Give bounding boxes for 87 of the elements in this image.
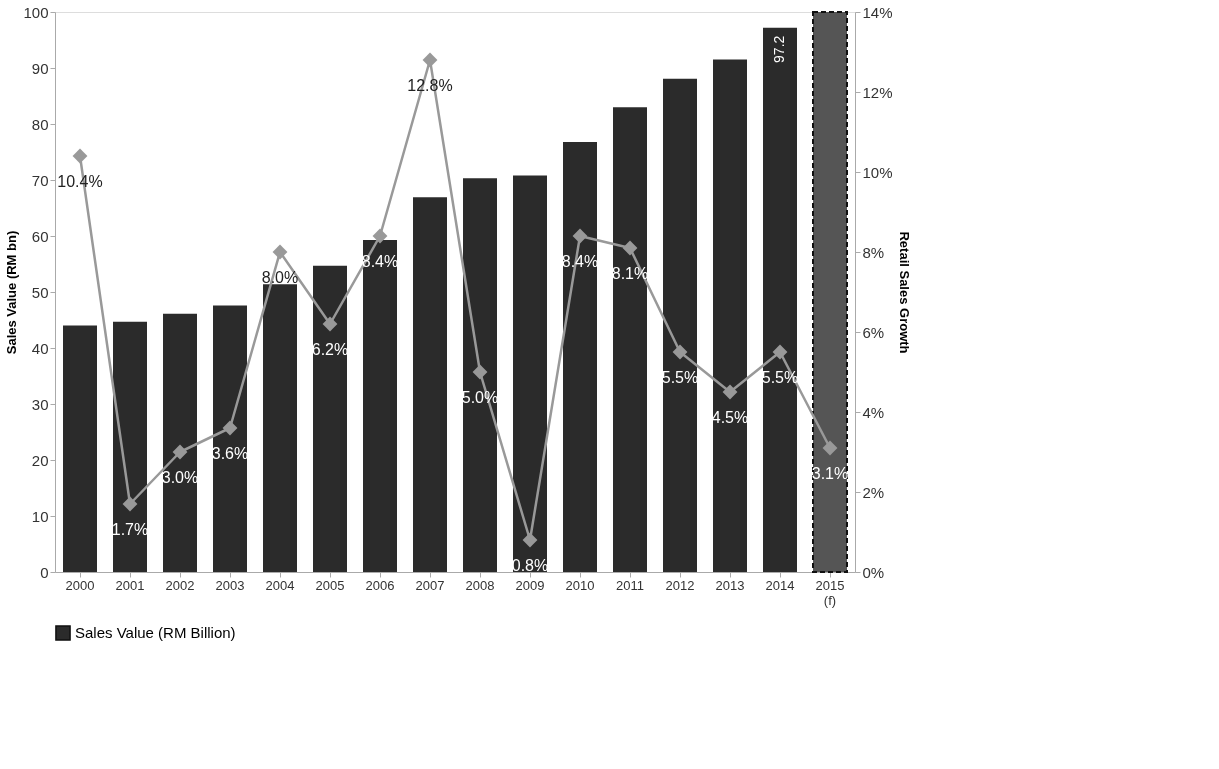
bar: [213, 305, 247, 572]
y2-tick-label: 2%: [862, 483, 885, 501]
bar: [513, 175, 547, 572]
y-tick-label: 40: [31, 339, 49, 357]
bar: [463, 178, 497, 572]
point: [72, 148, 88, 164]
x-tick-label: 2006: [365, 577, 395, 593]
x-tick-label: 2013: [715, 577, 745, 593]
data-label: 4.5%: [711, 409, 749, 426]
bar: [663, 78, 697, 572]
data-label: 8.4%: [361, 253, 399, 270]
x-tick-label: 2004: [265, 577, 295, 593]
bar: [113, 321, 147, 572]
point: [122, 496, 138, 512]
x-tick-label: 2010: [565, 577, 595, 593]
data-label: 1.7%: [111, 521, 149, 538]
bar: [263, 284, 297, 572]
data-label: 97.2: [771, 35, 787, 63]
data-label: 0.8%: [511, 557, 549, 574]
x-tick-label: 2014: [765, 577, 795, 593]
data-label: 10.4%: [57, 173, 103, 190]
y2-tick-label: 6%: [862, 323, 885, 341]
x-tick-label: 2012: [665, 577, 695, 593]
bar: [313, 265, 347, 572]
point: [372, 228, 388, 244]
y-axis-title: Sales Value (RM bn): [4, 230, 20, 355]
x-tick-label: 2011: [616, 577, 644, 593]
point: [772, 344, 788, 360]
point: [172, 444, 188, 460]
y-tick-label: 60: [31, 227, 49, 245]
data-label: 3.6%: [211, 445, 249, 462]
point: [322, 316, 338, 332]
y2-tick-label: 8%: [862, 243, 885, 261]
point: [222, 420, 238, 436]
bar: [613, 107, 647, 572]
x-tick-label: 2007: [415, 577, 445, 593]
x-tick-label: 2000: [65, 577, 95, 593]
x-tick-label: 2002: [165, 577, 195, 593]
y-tick-label: 0: [40, 563, 49, 581]
data-label: 8.0%: [261, 269, 299, 286]
x-tick-label: 2015 (f): [815, 577, 845, 608]
point: [572, 228, 588, 244]
y2-axis-title: Retail Sales Growth: [896, 231, 912, 354]
y2-tick-label: 14%: [862, 3, 893, 21]
x-tick-label: 2001: [115, 577, 145, 593]
data-label: 8.4%: [561, 253, 599, 270]
bar: [163, 313, 197, 572]
y2-tick-label: 10%: [862, 163, 893, 181]
bar: [63, 325, 97, 572]
point: [722, 384, 738, 400]
data-label: 5.5%: [761, 369, 799, 386]
x-tick-label: 2008: [465, 577, 495, 593]
point: [672, 344, 688, 360]
y-tick-label: 80: [31, 115, 49, 133]
legend-label: Sales Value (RM Billion): [75, 624, 236, 641]
data-label: 5.5%: [661, 369, 699, 386]
data-label: 8.1%: [611, 265, 649, 282]
x-tick-label: 2003: [215, 577, 245, 593]
y-tick-label: 90: [31, 59, 49, 77]
data-label: 6.2%: [311, 341, 349, 358]
point: [422, 52, 438, 68]
y-tick-label: 100: [23, 3, 49, 21]
y-tick-label: 20: [31, 451, 49, 469]
data-label: 5.0%: [461, 389, 499, 406]
y2-tick-label: 4%: [862, 403, 885, 421]
y-tick-label: 50: [31, 283, 49, 301]
data-label: 12.8%: [407, 77, 453, 94]
point: [472, 364, 488, 380]
point: [522, 532, 538, 548]
data-label: 3.1%: [811, 465, 849, 482]
point: [622, 240, 638, 256]
y-tick-label: 10: [31, 507, 49, 525]
bar: [413, 197, 447, 572]
x-tick-label: 2009: [515, 577, 545, 593]
y2-tick-label: 0%: [862, 563, 885, 581]
bar: [763, 27, 797, 572]
point: [822, 440, 838, 456]
bar: [812, 11, 848, 573]
y-tick-label: 70: [31, 171, 49, 189]
x-tick-label: 2005: [315, 577, 345, 593]
bar: [363, 239, 397, 572]
y2-tick-label: 12%: [862, 83, 893, 101]
data-label: 3.0%: [161, 469, 199, 486]
y-tick-label: 30: [31, 395, 49, 413]
point: [272, 244, 288, 260]
bar: [563, 141, 597, 572]
bar: [713, 59, 747, 572]
